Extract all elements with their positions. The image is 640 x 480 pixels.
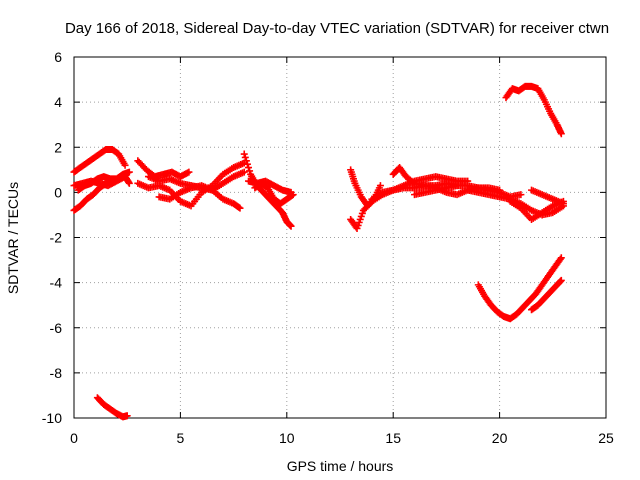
data-point [244, 164, 252, 172]
x-tick-label: 20 [492, 430, 508, 446]
series-arc-15 [244, 177, 295, 196]
data-marks [70, 82, 567, 421]
data-point [241, 153, 249, 161]
y-tick-label: 0 [54, 184, 62, 200]
y-tick-label: 2 [54, 139, 62, 155]
x-tick-label: 25 [598, 430, 614, 446]
data-point [125, 179, 133, 187]
series-arc-26 [528, 276, 565, 314]
data-point [125, 168, 133, 176]
series-arc-6 [134, 157, 193, 181]
series-arc-25 [474, 254, 565, 323]
data-point [517, 191, 525, 199]
y-axis-label: SDTVAR / TECUs [5, 182, 21, 294]
x-axis-label: GPS time / hours [287, 458, 394, 474]
axis-ticks: 0 5 10 15 20 25 -10 -8 -6 -4 -2 0 2 4 6 [42, 49, 614, 446]
data-point [556, 255, 564, 263]
data-point [243, 160, 251, 168]
grid [74, 57, 606, 418]
data-point [240, 168, 248, 176]
series-arc-7 [134, 179, 206, 210]
x-tick-label: 5 [177, 430, 185, 446]
series-arc-17 [347, 166, 384, 210]
series-arc-10 [198, 159, 248, 196]
data-point [246, 167, 254, 175]
data-point [287, 188, 295, 196]
y-tick-label: 6 [54, 49, 62, 65]
series-arc-23 [528, 186, 567, 208]
data-point [559, 200, 567, 208]
y-tick-label: -10 [42, 410, 62, 426]
data-point [376, 182, 384, 190]
y-tick-label: -2 [50, 230, 63, 246]
y-tick-label: -4 [50, 275, 63, 291]
x-tick-label: 0 [70, 430, 78, 446]
data-point [123, 412, 131, 420]
series-arc-24 [502, 82, 565, 138]
data-point [121, 161, 129, 169]
data-point [409, 178, 417, 186]
y-tick-label: -6 [50, 320, 63, 336]
chart-title: Day 166 of 2018, Sidereal Day-to-day VTE… [65, 20, 609, 37]
data-point [242, 157, 250, 165]
y-tick-label: 4 [54, 94, 62, 110]
series-arc-5 [93, 394, 131, 421]
x-tick-label: 15 [385, 430, 401, 446]
series-arc-12 [187, 182, 244, 212]
series-arc-18 [368, 173, 472, 203]
data-point [496, 186, 504, 194]
data-point [557, 276, 565, 284]
data-point [557, 130, 565, 138]
data-point [185, 168, 193, 176]
series-arc-4 [74, 168, 133, 194]
series-arc-22 [506, 197, 567, 223]
x-tick-label: 10 [279, 430, 295, 446]
series-arc-1 [70, 146, 129, 176]
data-point [236, 204, 244, 212]
data-point [557, 254, 565, 262]
y-tick-label: -8 [50, 365, 63, 381]
data-point [240, 150, 248, 158]
data-point [287, 222, 295, 230]
